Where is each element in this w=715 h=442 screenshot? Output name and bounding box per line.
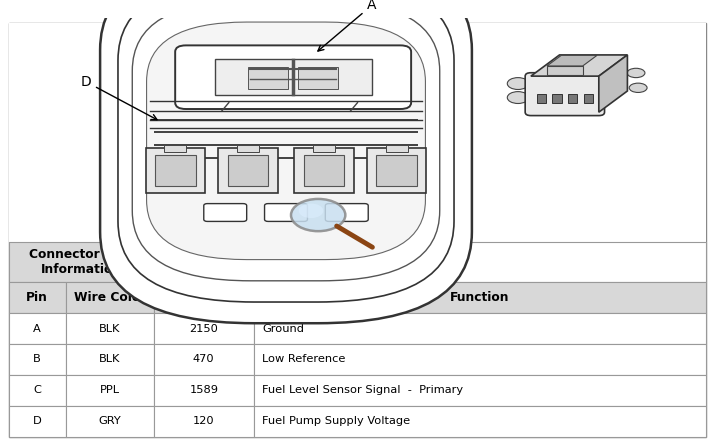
FancyBboxPatch shape [9,406,66,437]
Circle shape [299,204,323,218]
Polygon shape [599,55,628,112]
Text: • 15326631: • 15326631 [163,246,231,256]
FancyBboxPatch shape [248,67,288,89]
FancyBboxPatch shape [254,406,706,437]
FancyBboxPatch shape [568,94,578,103]
Text: 470: 470 [193,354,214,365]
FancyBboxPatch shape [9,23,706,242]
FancyBboxPatch shape [154,344,254,375]
Text: Connector Part
Information: Connector Part Information [29,248,133,276]
FancyBboxPatch shape [175,46,411,109]
FancyBboxPatch shape [386,145,408,152]
Text: D: D [80,75,157,120]
FancyBboxPatch shape [66,406,154,437]
Text: B: B [34,354,41,365]
Text: BLK: BLK [99,354,120,365]
FancyBboxPatch shape [536,94,546,103]
FancyBboxPatch shape [584,94,593,103]
FancyBboxPatch shape [9,23,706,437]
FancyBboxPatch shape [254,313,706,344]
FancyBboxPatch shape [368,148,426,193]
FancyBboxPatch shape [219,148,278,193]
Text: Circuit No.: Circuit No. [167,291,240,304]
Circle shape [291,199,345,231]
FancyBboxPatch shape [118,0,454,302]
Ellipse shape [629,83,647,92]
FancyBboxPatch shape [228,156,269,187]
FancyBboxPatch shape [377,156,418,187]
FancyBboxPatch shape [154,242,706,282]
Text: A: A [318,0,377,51]
Ellipse shape [627,68,645,78]
FancyBboxPatch shape [254,375,706,406]
FancyBboxPatch shape [9,313,66,344]
FancyBboxPatch shape [147,22,425,259]
Text: 1589: 1589 [189,385,218,396]
Text: Function: Function [450,291,510,304]
FancyBboxPatch shape [9,242,154,282]
FancyBboxPatch shape [304,156,345,187]
FancyBboxPatch shape [66,313,154,344]
FancyBboxPatch shape [154,282,254,313]
FancyBboxPatch shape [254,344,706,375]
Ellipse shape [508,91,529,103]
Text: A: A [34,324,41,334]
FancyBboxPatch shape [146,148,204,193]
FancyBboxPatch shape [132,1,440,281]
FancyBboxPatch shape [265,204,307,221]
Text: Wire Color: Wire Color [74,291,146,304]
FancyBboxPatch shape [9,375,66,406]
FancyBboxPatch shape [66,375,154,406]
FancyBboxPatch shape [9,344,66,375]
Text: 120: 120 [193,416,214,427]
Ellipse shape [508,78,529,89]
FancyBboxPatch shape [547,66,583,75]
Text: BLK: BLK [99,324,120,334]
Text: 2150: 2150 [189,324,218,334]
Text: C: C [33,385,41,396]
FancyBboxPatch shape [298,67,338,89]
Text: • 4-Way F Metri-pack 150 Series Sealed (BLK): • 4-Way F Metri-pack 150 Series Sealed (… [163,264,423,274]
Text: Pin: Pin [26,291,48,304]
Text: Fuel Level Sensor Signal  -  Primary: Fuel Level Sensor Signal - Primary [262,385,463,396]
FancyBboxPatch shape [164,145,186,152]
FancyBboxPatch shape [66,282,154,313]
FancyBboxPatch shape [525,73,605,116]
FancyBboxPatch shape [553,94,562,103]
FancyBboxPatch shape [254,282,706,313]
FancyBboxPatch shape [154,406,254,437]
FancyBboxPatch shape [100,0,472,323]
Text: Ground: Ground [262,324,305,334]
Text: D: D [33,416,41,427]
FancyBboxPatch shape [9,282,66,313]
FancyBboxPatch shape [295,148,354,193]
Text: Low Reference: Low Reference [262,354,346,365]
Text: PPL: PPL [100,385,119,396]
Polygon shape [547,55,597,66]
FancyBboxPatch shape [214,59,372,95]
FancyBboxPatch shape [237,145,259,152]
Text: Fuel Pump Supply Voltage: Fuel Pump Supply Voltage [262,416,410,427]
FancyBboxPatch shape [155,156,196,187]
FancyBboxPatch shape [325,204,368,221]
FancyBboxPatch shape [154,313,254,344]
FancyBboxPatch shape [66,344,154,375]
FancyBboxPatch shape [204,204,247,221]
Polygon shape [531,55,628,76]
Text: GRY: GRY [99,416,121,427]
FancyBboxPatch shape [154,375,254,406]
FancyBboxPatch shape [313,145,335,152]
